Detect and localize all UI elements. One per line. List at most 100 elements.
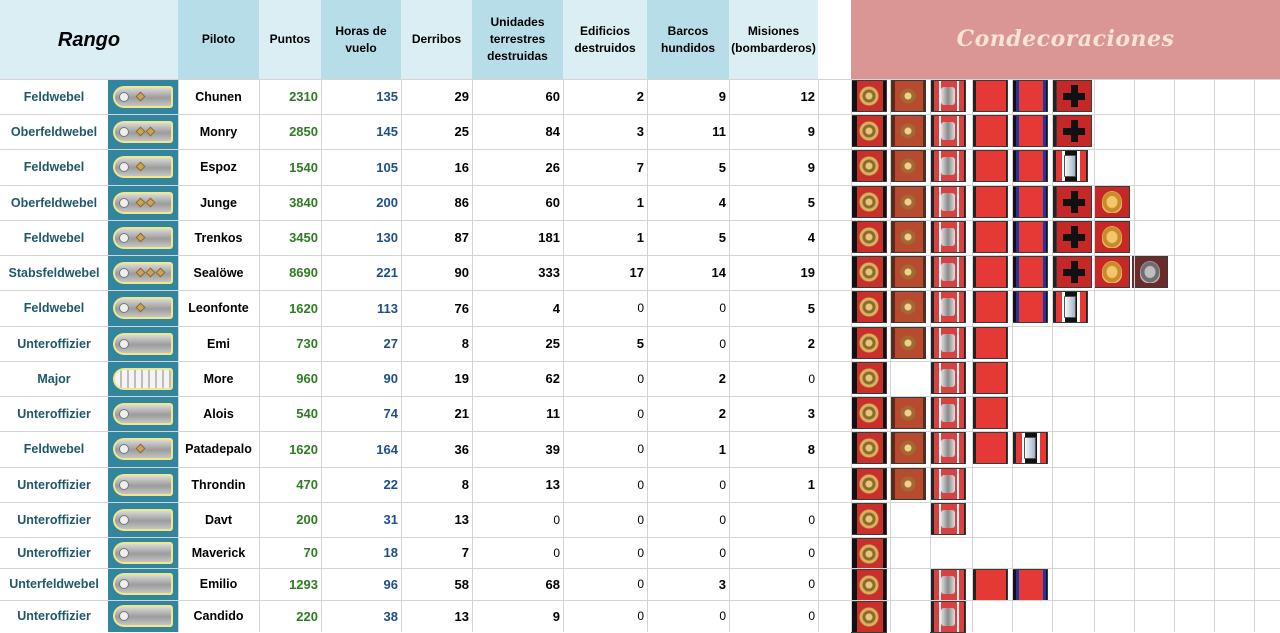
buildings-cell[interactable]: 17 bbox=[629, 265, 644, 280]
kills-cell[interactable]: 76 bbox=[454, 300, 469, 316]
ships-cell[interactable]: 3 bbox=[718, 576, 726, 592]
rank-cell[interactable]: Feldwebel bbox=[23, 89, 85, 104]
hours-cell[interactable]: 145 bbox=[376, 124, 398, 139]
buildings-cell[interactable]: 2 bbox=[636, 89, 644, 104]
insignia-cell[interactable] bbox=[108, 255, 178, 290]
hours-cell[interactable]: 90 bbox=[383, 371, 398, 386]
buildings-cell[interactable]: 7 bbox=[636, 159, 644, 175]
ground-cell[interactable]: 0 bbox=[553, 545, 560, 560]
rank-cell[interactable]: Unteroffizier bbox=[17, 512, 91, 527]
points-cell[interactable]: 70 bbox=[303, 545, 318, 560]
rank-cell[interactable]: Feldwebel bbox=[23, 160, 85, 174]
insignia-cell[interactable] bbox=[108, 537, 178, 568]
pilot-cell[interactable]: Davt bbox=[204, 512, 233, 527]
hours-cell[interactable]: 18 bbox=[383, 545, 398, 560]
rank-cell[interactable]: Unteroffizier bbox=[17, 406, 91, 421]
rank-cell[interactable]: Oberfeldwebel bbox=[10, 195, 98, 210]
kills-cell[interactable]: 19 bbox=[454, 371, 469, 386]
insignia-cell[interactable] bbox=[108, 396, 178, 431]
ground-cell[interactable]: 9 bbox=[552, 608, 560, 624]
pilot-cell[interactable]: Chunen bbox=[195, 89, 242, 104]
insignia-cell[interactable] bbox=[108, 467, 178, 502]
insignia-cell[interactable] bbox=[108, 220, 178, 255]
ground-cell[interactable]: 13 bbox=[545, 477, 560, 492]
points-cell[interactable]: 960 bbox=[296, 371, 318, 386]
hours-cell[interactable]: 27 bbox=[383, 336, 398, 351]
header-misiones[interactable]: Misiones (bombarderos) bbox=[729, 0, 818, 79]
ships-cell[interactable]: 5 bbox=[718, 230, 726, 245]
header-piloto[interactable]: Piloto bbox=[178, 0, 259, 79]
buildings-cell[interactable]: 0 bbox=[637, 477, 644, 492]
ships-cell[interactable]: 0 bbox=[719, 336, 726, 351]
points-cell[interactable]: 200 bbox=[296, 512, 318, 527]
points-cell[interactable]: 1293 bbox=[289, 576, 318, 592]
pilot-cell[interactable]: Candido bbox=[193, 609, 244, 623]
kills-cell[interactable]: 13 bbox=[454, 512, 469, 527]
ships-cell[interactable]: 0 bbox=[719, 512, 726, 527]
kills-cell[interactable]: 58 bbox=[454, 576, 469, 592]
kills-cell[interactable]: 36 bbox=[454, 441, 469, 457]
kills-cell[interactable]: 25 bbox=[454, 124, 469, 139]
missions-cell[interactable]: 19 bbox=[800, 265, 815, 280]
buildings-cell[interactable]: 0 bbox=[637, 406, 644, 421]
insignia-cell[interactable] bbox=[108, 114, 178, 149]
buildings-cell[interactable]: 0 bbox=[637, 371, 644, 386]
ground-cell[interactable]: 11 bbox=[546, 406, 560, 421]
rank-cell[interactable]: Unteroffizier bbox=[17, 477, 91, 492]
ground-cell[interactable]: 39 bbox=[545, 441, 560, 457]
rank-cell[interactable]: Unteroffizier bbox=[17, 336, 91, 351]
header-rango[interactable]: Rango bbox=[0, 0, 178, 79]
hours-cell[interactable]: 74 bbox=[383, 406, 398, 421]
missions-cell[interactable]: 5 bbox=[807, 300, 815, 316]
pilot-cell[interactable]: Leonfonte bbox=[188, 301, 249, 315]
ground-cell[interactable]: 333 bbox=[538, 265, 560, 280]
points-cell[interactable]: 2310 bbox=[289, 89, 318, 104]
insignia-cell[interactable] bbox=[108, 361, 178, 396]
hours-cell[interactable]: 22 bbox=[383, 477, 398, 492]
points-cell[interactable]: 1620 bbox=[289, 300, 318, 316]
missions-cell[interactable]: 9 bbox=[807, 159, 815, 175]
ground-cell[interactable]: 60 bbox=[545, 89, 560, 104]
hours-cell[interactable]: 113 bbox=[377, 300, 398, 316]
rank-cell[interactable]: Unteroffizier bbox=[17, 609, 91, 623]
missions-cell[interactable]: 5 bbox=[807, 195, 815, 210]
rank-cell[interactable]: Feldwebel bbox=[23, 442, 85, 456]
kills-cell[interactable]: 8 bbox=[461, 477, 469, 492]
hours-cell[interactable]: 38 bbox=[383, 608, 398, 624]
hours-cell[interactable]: 135 bbox=[376, 89, 398, 104]
header-barcos[interactable]: Barcos hundidos bbox=[647, 0, 729, 79]
ground-cell[interactable]: 25 bbox=[545, 336, 560, 351]
rank-cell[interactable]: Unteroffizier bbox=[17, 545, 91, 560]
ground-cell[interactable]: 60 bbox=[545, 195, 560, 210]
kills-cell[interactable]: 86 bbox=[454, 195, 469, 210]
hours-cell[interactable]: 221 bbox=[376, 265, 398, 280]
points-cell[interactable]: 540 bbox=[296, 406, 318, 421]
kills-cell[interactable]: 29 bbox=[454, 89, 469, 104]
missions-cell[interactable]: 3 bbox=[807, 406, 815, 421]
points-cell[interactable]: 3840 bbox=[289, 195, 318, 210]
buildings-cell[interactable]: 5 bbox=[636, 336, 644, 351]
hours-cell[interactable]: 96 bbox=[383, 576, 398, 592]
ships-cell[interactable]: 4 bbox=[718, 195, 726, 210]
header-horas[interactable]: Horas de vuelo bbox=[321, 0, 401, 79]
insignia-cell[interactable] bbox=[108, 600, 178, 632]
missions-cell[interactable]: 0 bbox=[808, 577, 815, 591]
rank-cell[interactable]: Feldwebel bbox=[23, 301, 85, 315]
missions-cell[interactable]: 4 bbox=[807, 230, 815, 245]
insignia-cell[interactable] bbox=[108, 185, 178, 220]
pilot-cell[interactable]: More bbox=[203, 371, 234, 386]
pilot-cell[interactable]: Maverick bbox=[191, 545, 246, 560]
points-cell[interactable]: 2850 bbox=[289, 124, 318, 139]
points-cell[interactable]: 3450 bbox=[289, 230, 318, 245]
header-derribos[interactable]: Derribos bbox=[401, 0, 472, 79]
hours-cell[interactable]: 31 bbox=[383, 512, 398, 527]
missions-cell[interactable]: 0 bbox=[808, 371, 815, 386]
ships-cell[interactable]: 5 bbox=[718, 159, 726, 175]
ships-cell[interactable]: 1 bbox=[718, 441, 726, 457]
buildings-cell[interactable]: 0 bbox=[637, 609, 644, 623]
rank-cell[interactable]: Unterfeldwebel bbox=[9, 577, 99, 591]
buildings-cell[interactable]: 0 bbox=[637, 301, 644, 315]
hours-cell[interactable]: 130 bbox=[376, 230, 398, 245]
pilot-cell[interactable]: Espoz bbox=[200, 160, 237, 174]
pilot-cell[interactable]: Throndin bbox=[191, 477, 246, 492]
